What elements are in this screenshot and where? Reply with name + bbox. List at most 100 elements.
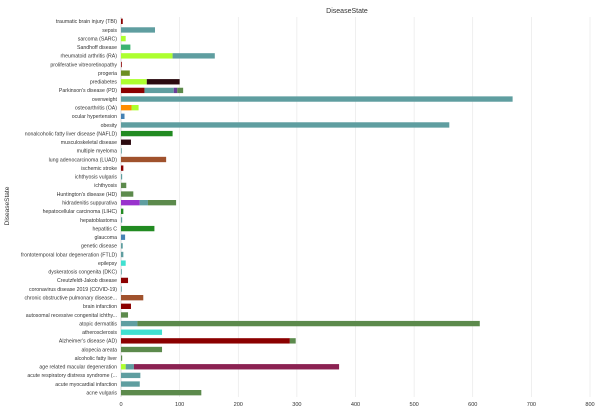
bar-segment[interactable] [121, 260, 126, 266]
category-label: hepatocellular carcinoma (LIHC) [43, 209, 118, 215]
bar-segment[interactable] [121, 346, 163, 353]
category-label: Sandhoff disease [77, 45, 117, 51]
category-label: sarcoma (SARC) [78, 36, 117, 42]
bar-segment[interactable] [121, 96, 513, 102]
x-tick-label: 400 [351, 402, 360, 408]
category-label: traumatic brain injury (TBI) [56, 19, 117, 25]
bar-segment[interactable] [121, 27, 156, 33]
category-label: alopecia areata [82, 347, 118, 353]
bar-segment[interactable] [133, 364, 340, 370]
bar-segment[interactable] [121, 200, 140, 206]
bar-segment[interactable] [139, 200, 148, 206]
category-label: ischemic stroke [81, 166, 117, 172]
category-label: atherosclerosis [82, 330, 117, 336]
bar-segment[interactable] [121, 390, 202, 396]
bar-segment[interactable] [172, 53, 215, 59]
bar-segment[interactable] [121, 355, 123, 361]
bar-segment[interactable] [147, 200, 177, 206]
bar-segment[interactable] [121, 372, 141, 379]
bar-segment[interactable] [121, 165, 124, 171]
category-label: sepsis [102, 28, 117, 34]
bar-segment[interactable] [121, 251, 124, 258]
x-tick-label: 500 [409, 402, 418, 408]
category-label: epilepsy [98, 261, 117, 267]
category-label: rheumatoid arthritis (RA) [60, 54, 117, 60]
x-tick-label: 700 [527, 402, 536, 408]
category-label: acute myocardial infarction [55, 382, 117, 388]
bar-segment[interactable] [121, 234, 126, 240]
x-tick-label: 800 [585, 402, 594, 408]
bar-segment[interactable] [121, 269, 122, 275]
bar-segment[interactable] [146, 79, 180, 85]
bar-segment[interactable] [121, 338, 290, 344]
bar-segment[interactable] [177, 87, 184, 94]
bar-segment[interactable] [121, 277, 129, 284]
bar-segment[interactable] [121, 303, 131, 309]
category-label: chronic obstructive pulmonary disease... [24, 295, 117, 301]
bar-segment[interactable] [121, 130, 173, 137]
bar-segment[interactable] [121, 182, 127, 189]
bar-segment[interactable] [121, 320, 138, 327]
bar-segment[interactable] [121, 87, 145, 94]
category-label: lung adenocarcinoma (LUAD) [49, 157, 118, 163]
category-label: age related macular degeneration [39, 365, 117, 371]
category-label: nonalcoholic fatty liver disease (NAFLD) [25, 131, 118, 137]
category-label: ichthyosis [94, 183, 117, 189]
bar-segment[interactable] [121, 61, 122, 68]
category-label: glaucoma [95, 235, 118, 241]
category-label: obesity [101, 123, 118, 129]
bar-segment[interactable] [137, 320, 480, 327]
x-tick-label: 0 [119, 402, 122, 408]
category-label: musculoskeletal disease [61, 140, 117, 146]
bar-segment[interactable] [173, 87, 178, 94]
bar-segment[interactable] [121, 381, 140, 387]
bar-segment[interactable] [121, 18, 123, 24]
category-label: osteoarthritis (OA) [75, 105, 117, 111]
bar-segment[interactable] [121, 35, 126, 42]
bar-segment[interactable] [121, 286, 122, 292]
bar-segment[interactable] [131, 105, 139, 111]
bar-segment[interactable] [121, 295, 144, 301]
bar-segment[interactable] [121, 70, 130, 76]
bar-segment[interactable] [121, 148, 122, 154]
category-label: dyskeratosis congenita (DKC) [48, 270, 117, 276]
category-label: coronavirus disease 2019 (COVID-19) [29, 287, 117, 293]
category-label: progeria [98, 71, 117, 77]
bar-segment[interactable] [121, 156, 167, 163]
x-tick-label: 600 [468, 402, 477, 408]
bar-segment[interactable] [121, 44, 131, 50]
bar-segment[interactable] [121, 208, 124, 214]
bar-segment[interactable] [121, 243, 123, 249]
category-label: acute respiratory distress syndrome (... [27, 373, 117, 379]
y-axis-title: DiseaseState [4, 186, 11, 225]
bar-segment[interactable] [121, 191, 134, 197]
category-label: autosomal recessive congenital ichthy... [26, 313, 117, 319]
category-label: Parkinson's disease (PD) [59, 88, 117, 94]
category-label: multiple myeloma [77, 149, 117, 155]
category-label: hepatoblastoma [80, 218, 117, 224]
bar-segment[interactable] [121, 174, 123, 180]
bar-segment[interactable] [121, 122, 450, 128]
bar-segment[interactable] [121, 329, 163, 335]
bar-segment[interactable] [289, 338, 296, 344]
x-tick-label: 300 [292, 402, 301, 408]
bar-segment[interactable] [144, 87, 174, 94]
bar-segment[interactable] [121, 364, 126, 370]
category-label: genetic disease [81, 244, 117, 250]
bar-segment[interactable] [125, 364, 134, 370]
bar-segment[interactable] [121, 312, 129, 318]
bar-segment[interactable] [121, 79, 147, 85]
bar-segment[interactable] [121, 139, 131, 145]
bar-segment[interactable] [121, 105, 132, 111]
bar-segment[interactable] [121, 53, 173, 59]
category-label: proliferative vitreoretinopathy [50, 62, 117, 68]
bar-segment[interactable] [121, 225, 155, 232]
chart-title: DiseaseState [326, 8, 368, 15]
bar-segment[interactable] [121, 217, 123, 223]
category-label: acne vulgaris [86, 390, 117, 396]
bars [121, 18, 513, 396]
x-axis-ticks: 0 100 200 300 400 500 600 700 800 [119, 402, 594, 408]
bar-segment[interactable] [121, 113, 125, 119]
